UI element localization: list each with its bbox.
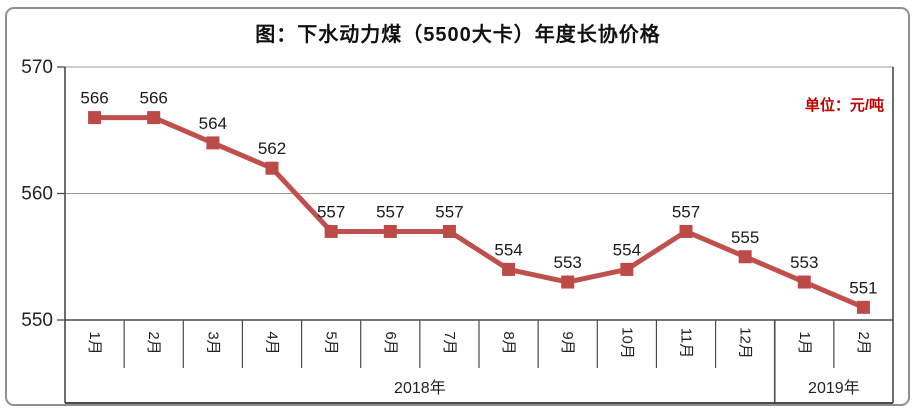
month-label: 2月: [145, 331, 162, 354]
month-label: 7月: [441, 331, 458, 354]
data-point-marker: [265, 161, 279, 175]
data-point-marker: [383, 224, 397, 238]
x-axis-month-labels: 1月 2月 3月 4月 5月 6月 7月 8月 9月 10月 11月 12月 1月 2月: [86, 327, 872, 359]
data-label: 553: [790, 253, 818, 272]
data-label: 566: [80, 89, 108, 108]
data-label: 553: [554, 253, 582, 272]
data-point-marker: [856, 300, 870, 314]
year-label: 2018年: [394, 379, 446, 397]
data-labels: 566 566 564 562 557 557 557 554 553 554 557 555 553 5…: [80, 89, 877, 298]
data-label: 562: [258, 139, 286, 158]
data-label: 551: [849, 278, 877, 297]
month-label: 2月: [855, 331, 872, 354]
month-label: 3月: [204, 331, 221, 354]
month-label: 10月: [618, 327, 635, 359]
data-point-marker: [147, 111, 161, 125]
chart-title: 图：下水动力煤（5500大卡）年度长协价格: [255, 24, 661, 46]
month-label: 1月: [796, 331, 813, 354]
x-axis-year-labels: 2018年 2019年: [394, 379, 860, 397]
series-line: [94, 115, 865, 310]
data-point-marker: [797, 275, 811, 289]
data-label: 564: [199, 114, 227, 133]
month-label: 1月: [86, 331, 103, 354]
month-label: 9月: [559, 331, 576, 354]
data-label: 557: [672, 202, 700, 221]
data-point-marker: [738, 250, 752, 264]
series-markers: [88, 111, 870, 314]
data-point-marker: [620, 262, 634, 276]
data-point-marker: [502, 262, 516, 276]
month-label: 4月: [264, 331, 281, 354]
data-label: 557: [317, 202, 345, 221]
data-point-marker: [88, 111, 102, 125]
data-label: 554: [613, 240, 641, 259]
month-label: 6月: [382, 331, 399, 354]
y-tick-label: 570: [21, 57, 53, 78]
y-tick-label: 550: [21, 310, 53, 331]
y-axis-tick-labels: 550 560 570: [21, 57, 53, 331]
data-label: 566: [140, 89, 168, 108]
data-point-marker: [561, 275, 575, 289]
data-point-marker: [324, 224, 338, 238]
data-label: 557: [376, 202, 404, 221]
month-label: 11月: [678, 328, 695, 359]
data-label: 557: [435, 202, 463, 221]
gridlines: [57, 66, 893, 321]
data-point-marker: [442, 224, 456, 238]
axes: [64, 67, 894, 404]
month-label: 12月: [737, 327, 754, 359]
month-dividers: [123, 320, 835, 403]
data-point-marker: [206, 136, 220, 150]
data-point-marker: [679, 224, 693, 238]
unit-label: 单位：元/吨: [804, 97, 884, 114]
y-tick-label: 560: [21, 184, 53, 205]
month-label: 5月: [323, 331, 340, 354]
data-label: 554: [494, 240, 522, 259]
month-label: 8月: [500, 331, 517, 354]
year-label: 2019年: [808, 379, 860, 397]
data-label: 555: [731, 228, 759, 247]
